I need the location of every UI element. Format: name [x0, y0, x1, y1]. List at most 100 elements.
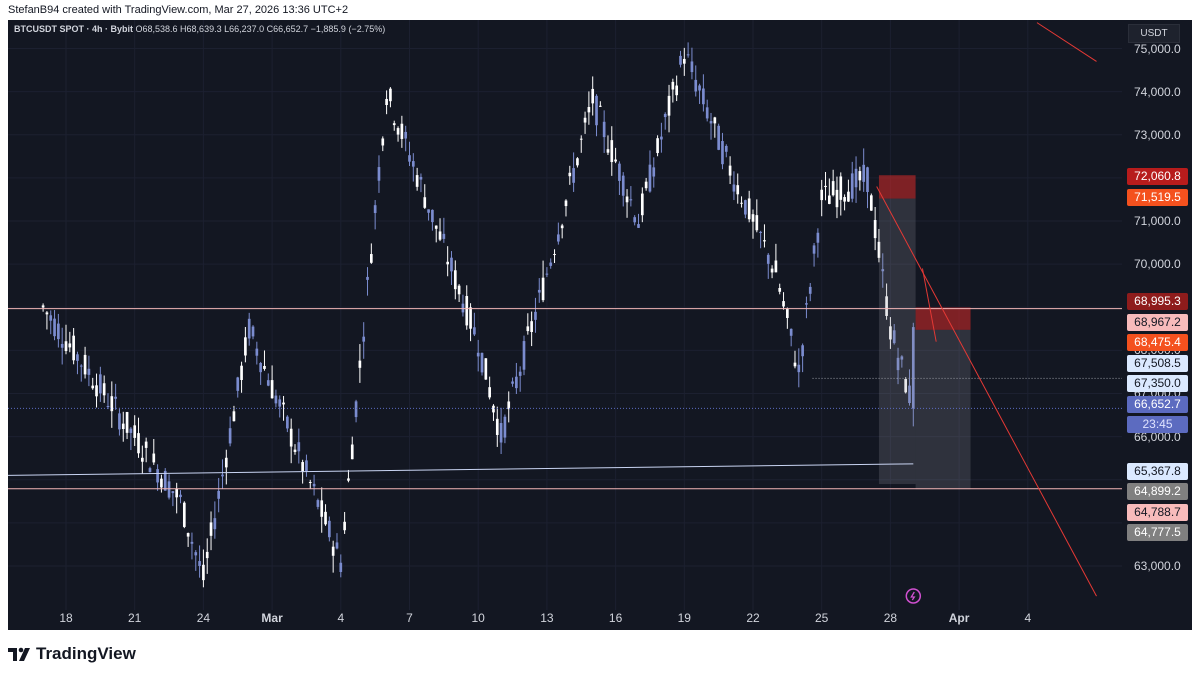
candle-body [354, 401, 358, 418]
candle-body [324, 511, 327, 525]
candle-body [473, 327, 476, 335]
candle-body [877, 241, 881, 258]
candle-body [381, 138, 385, 146]
price-tick-label: 73,000.0 [1134, 127, 1181, 142]
candle-body [537, 289, 541, 293]
candle-body [148, 468, 152, 473]
footer [0, 636, 1200, 676]
candle-body [316, 500, 320, 507]
candle-body [286, 416, 289, 429]
candle-body [270, 380, 274, 399]
chart-pane[interactable] [8, 20, 1192, 630]
short-stop-zone [878, 175, 916, 199]
candle-body [308, 481, 312, 483]
candle-body [60, 343, 64, 348]
candle-body [652, 167, 656, 177]
candle-body [904, 378, 908, 393]
candle-body [572, 168, 575, 183]
candle-body [549, 262, 553, 266]
candle-body [839, 176, 843, 200]
candle-body [805, 303, 808, 305]
candle-body [515, 376, 518, 389]
price-tick-label: 66,000.0 [1134, 429, 1181, 444]
candle-body [236, 377, 240, 391]
candle-body [484, 358, 488, 380]
candle-body [522, 341, 526, 370]
candle-body [339, 562, 343, 572]
currency-label[interactable]: USDT [1128, 24, 1180, 43]
candle-body [217, 490, 221, 499]
candle-body [182, 502, 186, 527]
candle-body [41, 305, 45, 308]
candle-body [782, 301, 785, 307]
candle-body [717, 125, 720, 150]
time-tick-label: 16 [608, 611, 623, 625]
candle-body [190, 541, 194, 544]
candlestick-chart[interactable] [8, 20, 1192, 630]
candle-body [331, 546, 335, 556]
candle-body [171, 491, 175, 494]
candle-body [480, 352, 484, 373]
candle-body [442, 233, 446, 239]
candle-body [736, 185, 740, 195]
price-badge: 68,995.3 [1127, 293, 1188, 310]
price-badge: 67,508.5 [1127, 354, 1188, 372]
candle-body [133, 425, 137, 438]
candle-body [644, 181, 648, 189]
candle-body [118, 413, 121, 430]
candle-body [278, 399, 282, 407]
candle-body [79, 365, 83, 367]
candle-body [568, 172, 572, 177]
candle-body [812, 245, 816, 254]
candle-body [64, 341, 68, 352]
candle-body [320, 500, 324, 517]
candle-body [763, 240, 766, 242]
time-tick-label: 4 [1024, 611, 1032, 625]
candle-body [377, 167, 381, 181]
candle-body [434, 225, 438, 229]
candle-body [759, 231, 762, 233]
price-tick-label: 70,000.0 [1134, 257, 1181, 272]
candle-body [835, 189, 839, 208]
candle-body [576, 158, 579, 166]
candle-body [499, 423, 503, 443]
trend-line [1036, 22, 1097, 62]
candle-body [816, 232, 820, 243]
candle-body [282, 402, 285, 405]
candle-body [721, 141, 724, 165]
symbol-label[interactable]: BTCUSDT SPOT · 4h · Bybit [14, 24, 133, 34]
candle-body [358, 360, 362, 368]
candle-body [328, 520, 331, 538]
candle-body [297, 442, 301, 452]
candle-body [312, 483, 316, 487]
candle-body [106, 405, 110, 407]
price-badge: 64,788.7 [1127, 503, 1188, 521]
short-target-zone [915, 329, 971, 490]
candle-body [121, 423, 125, 430]
candle-body [911, 327, 915, 409]
candle-body [598, 105, 602, 107]
time-tick-label: 13 [540, 611, 554, 625]
candle-body [587, 107, 591, 113]
candle-body [789, 328, 793, 336]
rising-support-line [8, 463, 914, 476]
price-badge: 66,652.7 [1127, 395, 1188, 413]
candle-body [427, 209, 430, 213]
price-badge: 68,475.4 [1127, 334, 1188, 351]
price-badge: 72,060.8 [1127, 168, 1188, 185]
candle-body [770, 268, 774, 273]
candle-body [404, 131, 408, 139]
candle-body [369, 254, 373, 263]
ohlc-values: O68,538.6 H68,639.3 L66,237.0 C66,652.7 … [135, 24, 386, 34]
candle-body [663, 113, 667, 118]
time-tick-label: 19 [677, 611, 691, 625]
candle-body [766, 254, 770, 264]
price-badge: 71,519.5 [1127, 188, 1188, 206]
candle-body [827, 195, 831, 204]
candle-body [137, 433, 140, 454]
candle-body [91, 385, 95, 389]
candle-body [873, 220, 877, 239]
time-tick-label: 10 [471, 611, 485, 625]
candle-body [579, 138, 583, 140]
candle-body [224, 457, 228, 468]
